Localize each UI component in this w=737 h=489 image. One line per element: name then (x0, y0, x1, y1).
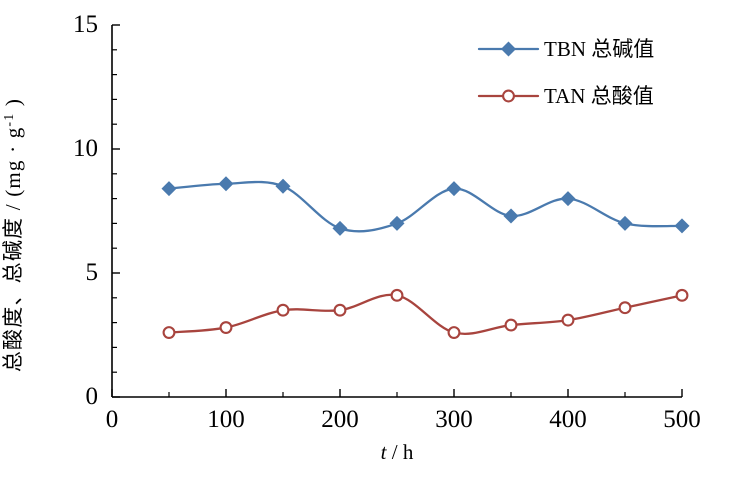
svg-text:15: 15 (73, 11, 98, 38)
svg-text:t / h: t / h (381, 440, 414, 464)
svg-text:10: 10 (73, 135, 98, 162)
svg-text:TBN 总碱值: TBN 总碱值 (544, 37, 654, 61)
svg-text:300: 300 (435, 406, 473, 433)
svg-text:TAN 总酸值: TAN 总酸值 (544, 84, 654, 108)
svg-text:200: 200 (321, 406, 359, 433)
svg-text:5: 5 (86, 259, 99, 286)
svg-text:0: 0 (86, 383, 99, 410)
svg-text:100: 100 (207, 406, 245, 433)
svg-text:0: 0 (106, 406, 119, 433)
svg-text:400: 400 (549, 406, 587, 433)
svg-text:500: 500 (663, 406, 701, 433)
svg-text:总酸度、总碱度 / (mg · g-1 ): 总酸度、总碱度 / (mg · g-1 ) (1, 98, 25, 372)
